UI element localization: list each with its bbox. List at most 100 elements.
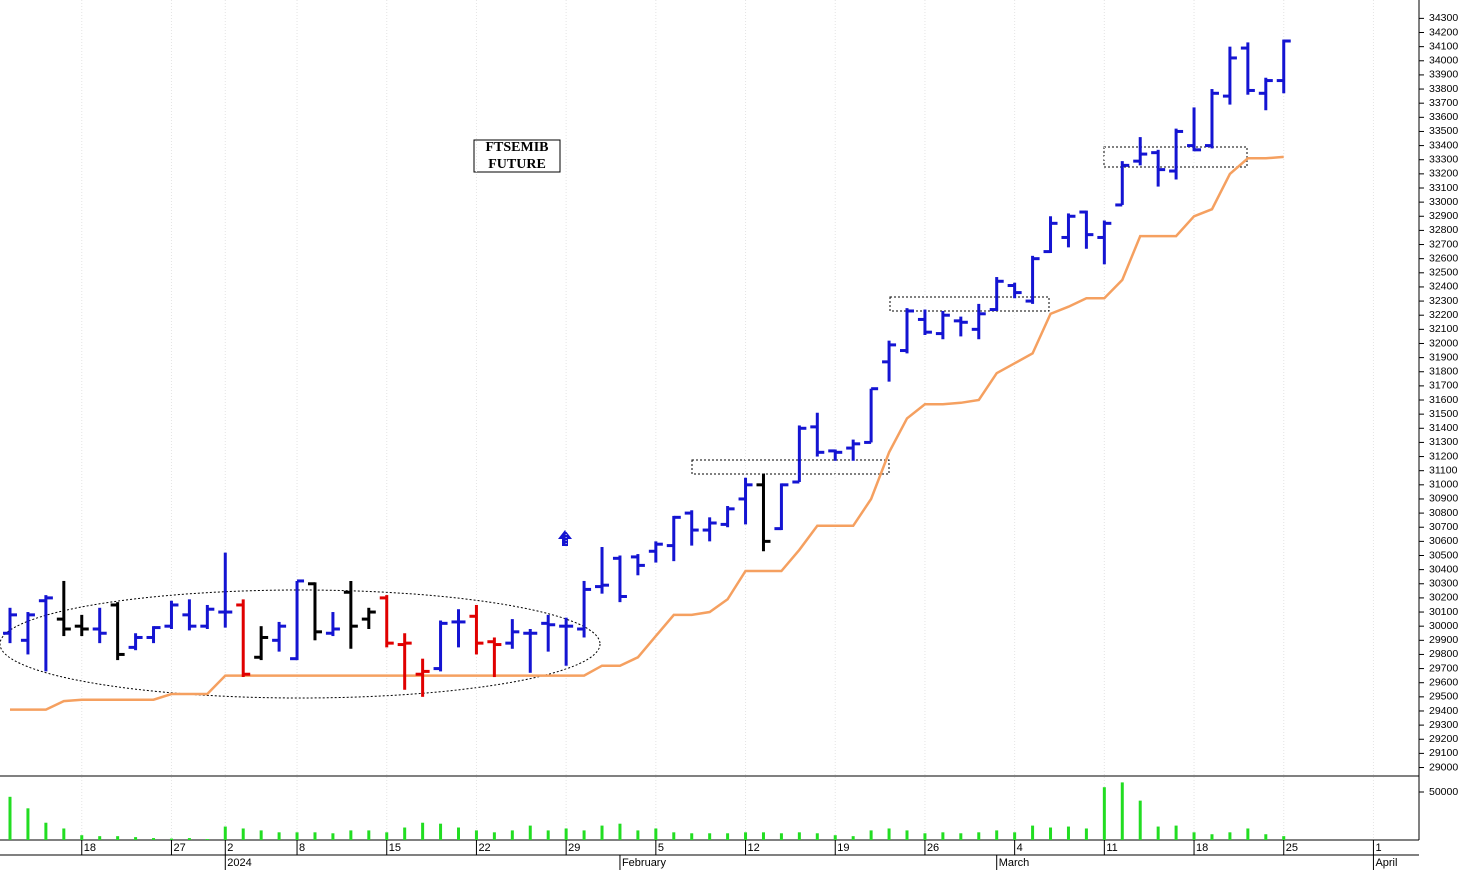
volume-bar	[1210, 834, 1214, 840]
volume-bar	[80, 835, 84, 840]
y-tick-label: 31200	[1429, 450, 1458, 462]
y-tick-label: 33800	[1429, 83, 1458, 95]
y-tick-label: 32000	[1429, 337, 1458, 349]
volume-bar	[761, 832, 765, 840]
y-tick-label: 30300	[1429, 578, 1458, 590]
volume-bar	[277, 832, 281, 840]
volume-bar	[1282, 836, 1286, 840]
volume-bar	[187, 838, 191, 840]
volume-bar	[1120, 782, 1124, 840]
volume-bar	[905, 830, 909, 840]
y-tick-label: 29900	[1429, 634, 1458, 646]
y-tick-label: 29500	[1429, 691, 1458, 703]
volume-bar	[564, 828, 568, 840]
y-tick-label: 30900	[1429, 493, 1458, 505]
y-tick-label: 32400	[1429, 281, 1458, 293]
volume-bar	[1246, 828, 1250, 840]
y-tick-label: 30100	[1429, 606, 1458, 618]
y-tick-label: 30800	[1429, 507, 1458, 519]
volume-bar	[241, 828, 245, 840]
y-tick-label: 31700	[1429, 380, 1458, 392]
chart-title: FUTURE	[488, 157, 546, 172]
gap-box	[691, 459, 890, 475]
volume-bar	[349, 830, 353, 840]
volume-bar	[636, 830, 640, 840]
x-tick-label: 12	[748, 842, 760, 854]
y-tick-label: 34000	[1429, 55, 1458, 67]
y-tick-label: 33900	[1429, 69, 1458, 81]
volume-bar	[1031, 825, 1035, 840]
volume-bar	[1084, 828, 1088, 840]
volume-bar	[8, 796, 12, 840]
y-tick-label: 32700	[1429, 238, 1458, 250]
volume-bar	[851, 836, 855, 840]
y-tick-label: 34300	[1429, 12, 1458, 24]
volume-bar	[779, 833, 783, 840]
x-tick-label: 1	[1375, 842, 1381, 854]
volume-bar	[1192, 832, 1196, 840]
volume-bar	[744, 832, 748, 840]
volume-bar	[62, 828, 66, 840]
y-tick-label: 29100	[1429, 747, 1458, 759]
y-tick-label: 33000	[1429, 196, 1458, 208]
volume-bar	[259, 830, 263, 840]
volume-bar	[98, 836, 102, 840]
y-tick-label: 33700	[1429, 97, 1458, 109]
y-tick-label: 32600	[1429, 252, 1458, 264]
volume-bar	[152, 838, 156, 840]
y-tick-label: 30700	[1429, 521, 1458, 533]
x-tick-label: 26	[927, 842, 939, 854]
chart-title: FTSEMIB	[485, 140, 548, 155]
volume-bar	[797, 832, 801, 840]
volume-bar	[995, 830, 999, 840]
volume-bar	[1264, 834, 1268, 840]
volume-bar	[1138, 800, 1142, 840]
volume-bar	[959, 833, 963, 840]
volume-bar	[654, 828, 658, 840]
y-tick-label: 33500	[1429, 125, 1458, 137]
volume-bar	[385, 832, 389, 840]
y-tick-label: 30000	[1429, 620, 1458, 632]
volume-bar	[941, 832, 945, 840]
volume-bar	[331, 833, 335, 840]
volume-bar	[367, 830, 371, 840]
volume-bar	[815, 833, 819, 840]
y-tick-label: 31600	[1429, 394, 1458, 406]
gap-box	[889, 296, 1050, 312]
volume-bar	[510, 830, 514, 840]
volume-bar	[116, 836, 120, 840]
volume-bar	[1156, 826, 1160, 840]
volume-bar	[403, 827, 407, 840]
y-tick-label: 29200	[1429, 733, 1458, 745]
y-tick-label: 31500	[1429, 408, 1458, 420]
month-label: 2024	[227, 857, 251, 869]
volume-bar	[869, 830, 873, 840]
volume-bar	[313, 832, 317, 840]
volume-bar	[977, 832, 981, 840]
volume-bar	[205, 839, 209, 840]
volume-bar	[1049, 827, 1053, 840]
x-tick-label: 5	[658, 842, 664, 854]
volume-bar	[26, 808, 30, 840]
range-ellipse	[0, 589, 601, 699]
volume-bar	[833, 835, 837, 840]
x-tick-label: 19	[837, 842, 849, 854]
volume-bar	[923, 833, 927, 840]
volume-bar	[618, 823, 622, 840]
volume-bar	[295, 832, 299, 840]
volume-bar	[708, 833, 712, 840]
month-label: April	[1375, 857, 1397, 869]
y-tick-label: 31100	[1429, 464, 1458, 476]
y-tick-label: 34200	[1429, 26, 1458, 38]
volume-bar	[134, 837, 138, 840]
volume-bar	[223, 826, 227, 840]
y-tick-label: 32200	[1429, 309, 1458, 321]
volume-bar	[528, 825, 532, 840]
volume-bar	[546, 830, 550, 840]
volume-bar	[600, 825, 604, 840]
volume-bar	[1174, 825, 1178, 840]
y-tick-label: 33200	[1429, 168, 1458, 180]
month-label: March	[999, 857, 1030, 869]
x-tick-label: 22	[478, 842, 490, 854]
